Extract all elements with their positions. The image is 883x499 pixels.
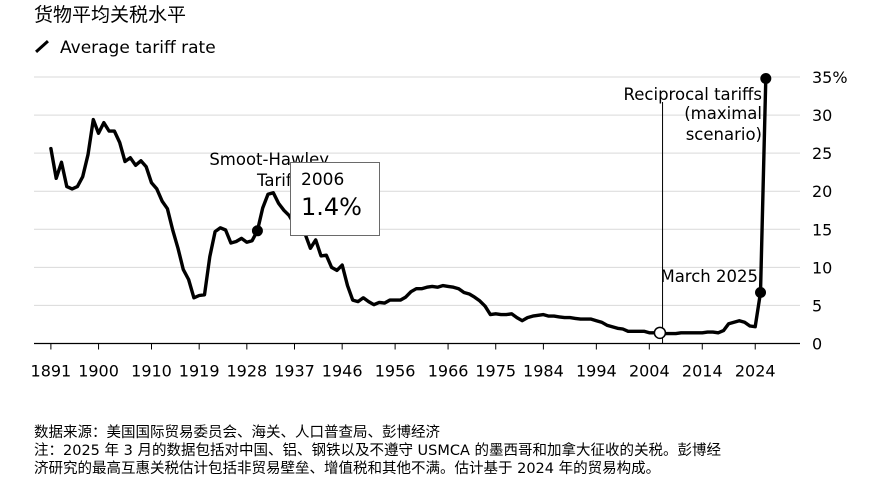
y-tick-label: 30 xyxy=(812,106,832,125)
annotation-label: scenario) xyxy=(686,125,762,144)
x-tick-label: 1966 xyxy=(428,362,469,381)
annotation-label: March 2025 xyxy=(660,267,758,286)
legend: Average tariff rate xyxy=(34,37,216,59)
annotation-label: Reciprocal tariffs xyxy=(624,85,762,104)
y-tick-label: 0 xyxy=(812,335,822,354)
data-marker xyxy=(755,286,767,298)
tariff-chart: 0 5 10 15 20 25 30 35% 1891 1900 1910 1919 1928 1937 1… xyxy=(31,68,848,381)
note-line: 注：2025 年 3 月的数据包括对中国、铝、钢铁以及不遵守 USMCA 的墨西… xyxy=(34,443,722,459)
x-tick-label: 1946 xyxy=(322,362,363,381)
x-tick-label: 1937 xyxy=(274,362,315,381)
x-tick-label: 1994 xyxy=(576,362,617,381)
x-tick-label: 1928 xyxy=(226,362,267,381)
x-tick-label: 2014 xyxy=(682,362,723,381)
tooltip-value: 1.4% xyxy=(301,193,362,221)
x-tick-label: 1919 xyxy=(179,362,220,381)
x-tick-label: 1900 xyxy=(78,362,119,381)
data-marker xyxy=(251,225,263,237)
y-tick-label: 15 xyxy=(812,220,832,239)
x-tick-label: 1956 xyxy=(375,362,416,381)
chart-title: 货物平均关税水平 xyxy=(34,4,187,26)
annotation-label: (maximal xyxy=(684,104,762,123)
x-tick-label: 2004 xyxy=(629,362,670,381)
y-tick-label: 25 xyxy=(812,144,832,163)
y-tick-label: 35% xyxy=(812,68,848,87)
source-line: 数据来源：美国国际贸易委员会、海关、人口普查局、彭博经济 xyxy=(34,425,440,441)
x-tick-label: 1984 xyxy=(523,362,564,381)
y-tick-label: 5 xyxy=(812,296,822,315)
x-tick-label: 1975 xyxy=(475,362,516,381)
x-tick-label: 1910 xyxy=(131,362,172,381)
note-line: 济研究的最高互惠关税估计包括非贸易壁垒、增值税和其他不满。估计基于 2024 年… xyxy=(34,461,661,477)
y-tick-label: 10 xyxy=(812,258,832,277)
y-tick-label: 20 xyxy=(812,182,832,201)
tooltip: 2006 1.4% xyxy=(290,162,380,236)
tooltip-year: 2006 xyxy=(301,170,345,190)
x-tick-label: 2024 xyxy=(735,362,776,381)
data-marker xyxy=(760,73,772,85)
source-note: 数据来源：美国国际贸易委员会、海关、人口普查局、彭博经济 注：2025 年 3 … xyxy=(34,424,864,478)
x-tick-label: 1891 xyxy=(31,362,72,381)
hover-marker xyxy=(653,326,667,340)
series-line xyxy=(49,76,768,336)
legend-label: Average tariff rate xyxy=(60,38,216,58)
